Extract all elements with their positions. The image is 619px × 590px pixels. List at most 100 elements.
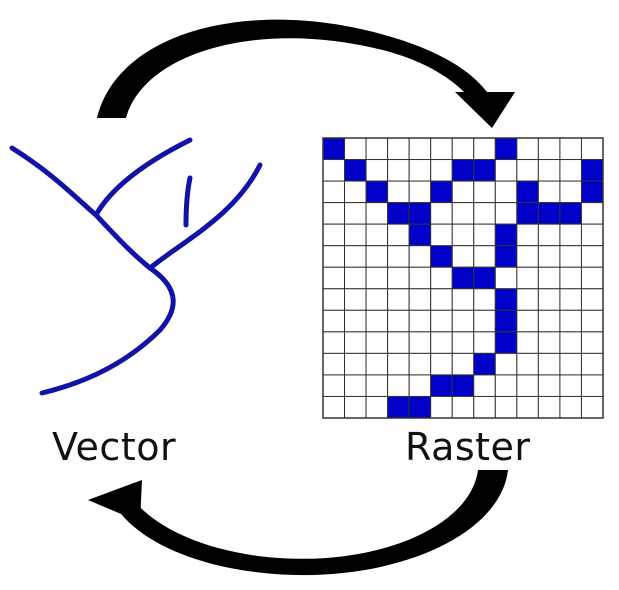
vector-right-arm: [147, 162, 263, 271]
raster-cell: [365, 352, 389, 376]
raster-cell: [344, 288, 367, 311]
raster-cell: [344, 202, 367, 225]
raster-cell: [494, 374, 518, 397]
raster-cell-filled: [451, 159, 475, 182]
vector-left-arm: [93, 137, 193, 218]
raster-cell: [516, 352, 539, 376]
raster-cell-filled: [494, 245, 518, 268]
raster-cell: [580, 137, 604, 161]
raster-cell: [580, 288, 604, 311]
raster-cell: [516, 159, 539, 182]
raster-cell: [473, 137, 496, 161]
raster-cell: [322, 288, 346, 311]
raster-cell: [408, 180, 432, 204]
raster-cell: [322, 202, 346, 225]
raster-cell: [537, 159, 561, 182]
raster-cell: [344, 266, 367, 290]
raster-cell: [365, 395, 389, 419]
raster-cell: [344, 180, 367, 204]
raster-cell: [537, 180, 561, 204]
raster-cell: [322, 159, 346, 182]
raster-cell: [473, 245, 496, 268]
raster-cell: [559, 395, 582, 419]
raster-cell-filled: [580, 180, 604, 204]
raster-cell: [537, 374, 561, 397]
raster-cell: [559, 288, 582, 311]
raster-cell: [344, 395, 367, 419]
raster-cell: [516, 374, 539, 397]
raster-cell: [408, 352, 432, 376]
raster-cell: [559, 137, 582, 161]
raster-cell: [559, 223, 582, 247]
raster-cell: [580, 266, 604, 290]
raster-cell: [408, 288, 432, 311]
raster-cell: [365, 331, 389, 354]
raster-cell: [580, 352, 604, 376]
curved-arrow-left-icon: [88, 470, 508, 576]
raster-label: Raster: [405, 425, 531, 469]
raster-cell: [537, 266, 561, 290]
raster-cell: [430, 266, 453, 290]
raster-cell: [344, 223, 367, 247]
raster-cell: [344, 137, 367, 161]
raster-cell: [516, 266, 539, 290]
raster-cell: [322, 331, 346, 354]
raster-cell: [516, 137, 539, 161]
raster-cell-filled: [473, 266, 496, 290]
raster-cell: [322, 245, 346, 268]
raster-cell-filled: [387, 202, 410, 225]
raster-cell: [580, 202, 604, 225]
raster-cell: [387, 309, 410, 333]
raster-cell: [322, 374, 346, 397]
raster-cell: [451, 137, 475, 161]
raster-cell: [580, 223, 604, 247]
raster-cell-filled: [494, 223, 518, 247]
raster-cell: [494, 180, 518, 204]
raster-cell: [559, 266, 582, 290]
raster-cell: [430, 159, 453, 182]
raster-cell: [473, 180, 496, 204]
raster-cell: [408, 374, 432, 397]
raster-cell: [365, 309, 389, 333]
raster-cell: [365, 288, 389, 311]
vector-main-branch: [9, 145, 176, 396]
raster-cell: [365, 202, 389, 225]
raster-cell: [516, 223, 539, 247]
raster-cell: [365, 374, 389, 397]
raster-cell: [537, 395, 561, 419]
raster-cell: [408, 266, 432, 290]
raster-cell: [451, 223, 475, 247]
raster-cell-filled: [344, 159, 367, 182]
raster-cell: [473, 395, 496, 419]
raster-cell: [408, 159, 432, 182]
raster-cell-filled: [473, 159, 496, 182]
raster-cell: [365, 245, 389, 268]
raster-cell: [344, 352, 367, 376]
raster-cell: [430, 202, 453, 225]
raster-cell: [580, 245, 604, 268]
raster-cell: [365, 137, 389, 161]
raster-cell: [408, 331, 432, 354]
raster-cell-filled: [451, 374, 475, 397]
raster-cell: [473, 309, 496, 333]
raster-cell: [494, 352, 518, 376]
raster-cell-filled: [408, 395, 432, 419]
raster-cell: [451, 352, 475, 376]
raster-cell: [537, 352, 561, 376]
raster-cell: [430, 331, 453, 354]
raster-cell: [516, 288, 539, 311]
raster-cell: [451, 331, 475, 354]
raster-cell-filled: [516, 180, 539, 204]
raster-cell-filled: [408, 223, 432, 247]
raster-cell-filled: [473, 352, 496, 376]
raster-cell: [494, 395, 518, 419]
raster-cell: [387, 159, 410, 182]
raster-cell: [580, 395, 604, 419]
raster-cell: [408, 245, 432, 268]
raster-cell-filled: [365, 180, 389, 204]
raster-border: [322, 137, 604, 419]
raster-cell: [516, 395, 539, 419]
raster-cell: [580, 309, 604, 333]
raster-cell: [559, 180, 582, 204]
